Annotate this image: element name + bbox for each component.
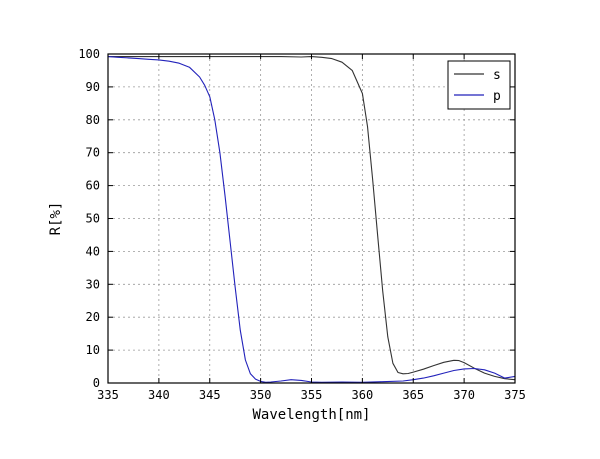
y-axis-title: R[%]: [48, 202, 64, 236]
x-tick-label: 375: [504, 388, 526, 402]
legend-box: [447, 60, 511, 110]
y-tick-label: 60: [86, 179, 100, 193]
x-tick-label: 365: [402, 388, 424, 402]
y-tick-label: 0: [93, 376, 100, 390]
y-tick-label: 10: [86, 343, 100, 357]
y-tick-label: 30: [86, 277, 100, 291]
legend-label-p: p: [493, 89, 501, 104]
y-tick-label: 90: [86, 80, 100, 94]
x-tick-label: 345: [199, 388, 221, 402]
x-tick-label: 340: [148, 388, 170, 402]
y-tick-label: 40: [86, 244, 100, 258]
x-tick-label: 370: [453, 388, 475, 402]
x-tick-label: 360: [352, 388, 374, 402]
series-layer: [107, 56, 516, 383]
series-line-p: [107, 56, 516, 383]
y-tick-label: 80: [86, 113, 100, 127]
series-line-s: [108, 56, 516, 381]
x-axis-title: Wavelength[nm]: [252, 407, 370, 423]
y-tick-label: 70: [86, 146, 100, 160]
legend: sp: [447, 60, 511, 110]
y-tick-label: 50: [86, 212, 100, 226]
y-tick-label: 100: [78, 47, 100, 61]
tick-labels: 335 340 345 350 355 360 365 370 375 0 10 20 30 40 50 60…: [78, 47, 526, 402]
x-tick-label: 350: [250, 388, 272, 402]
x-tick-label: 355: [301, 388, 323, 402]
legend-label-s: s: [493, 68, 501, 83]
ticks: [107, 53, 516, 384]
x-tick-label: 335: [97, 388, 119, 402]
y-tick-label: 20: [86, 310, 100, 324]
